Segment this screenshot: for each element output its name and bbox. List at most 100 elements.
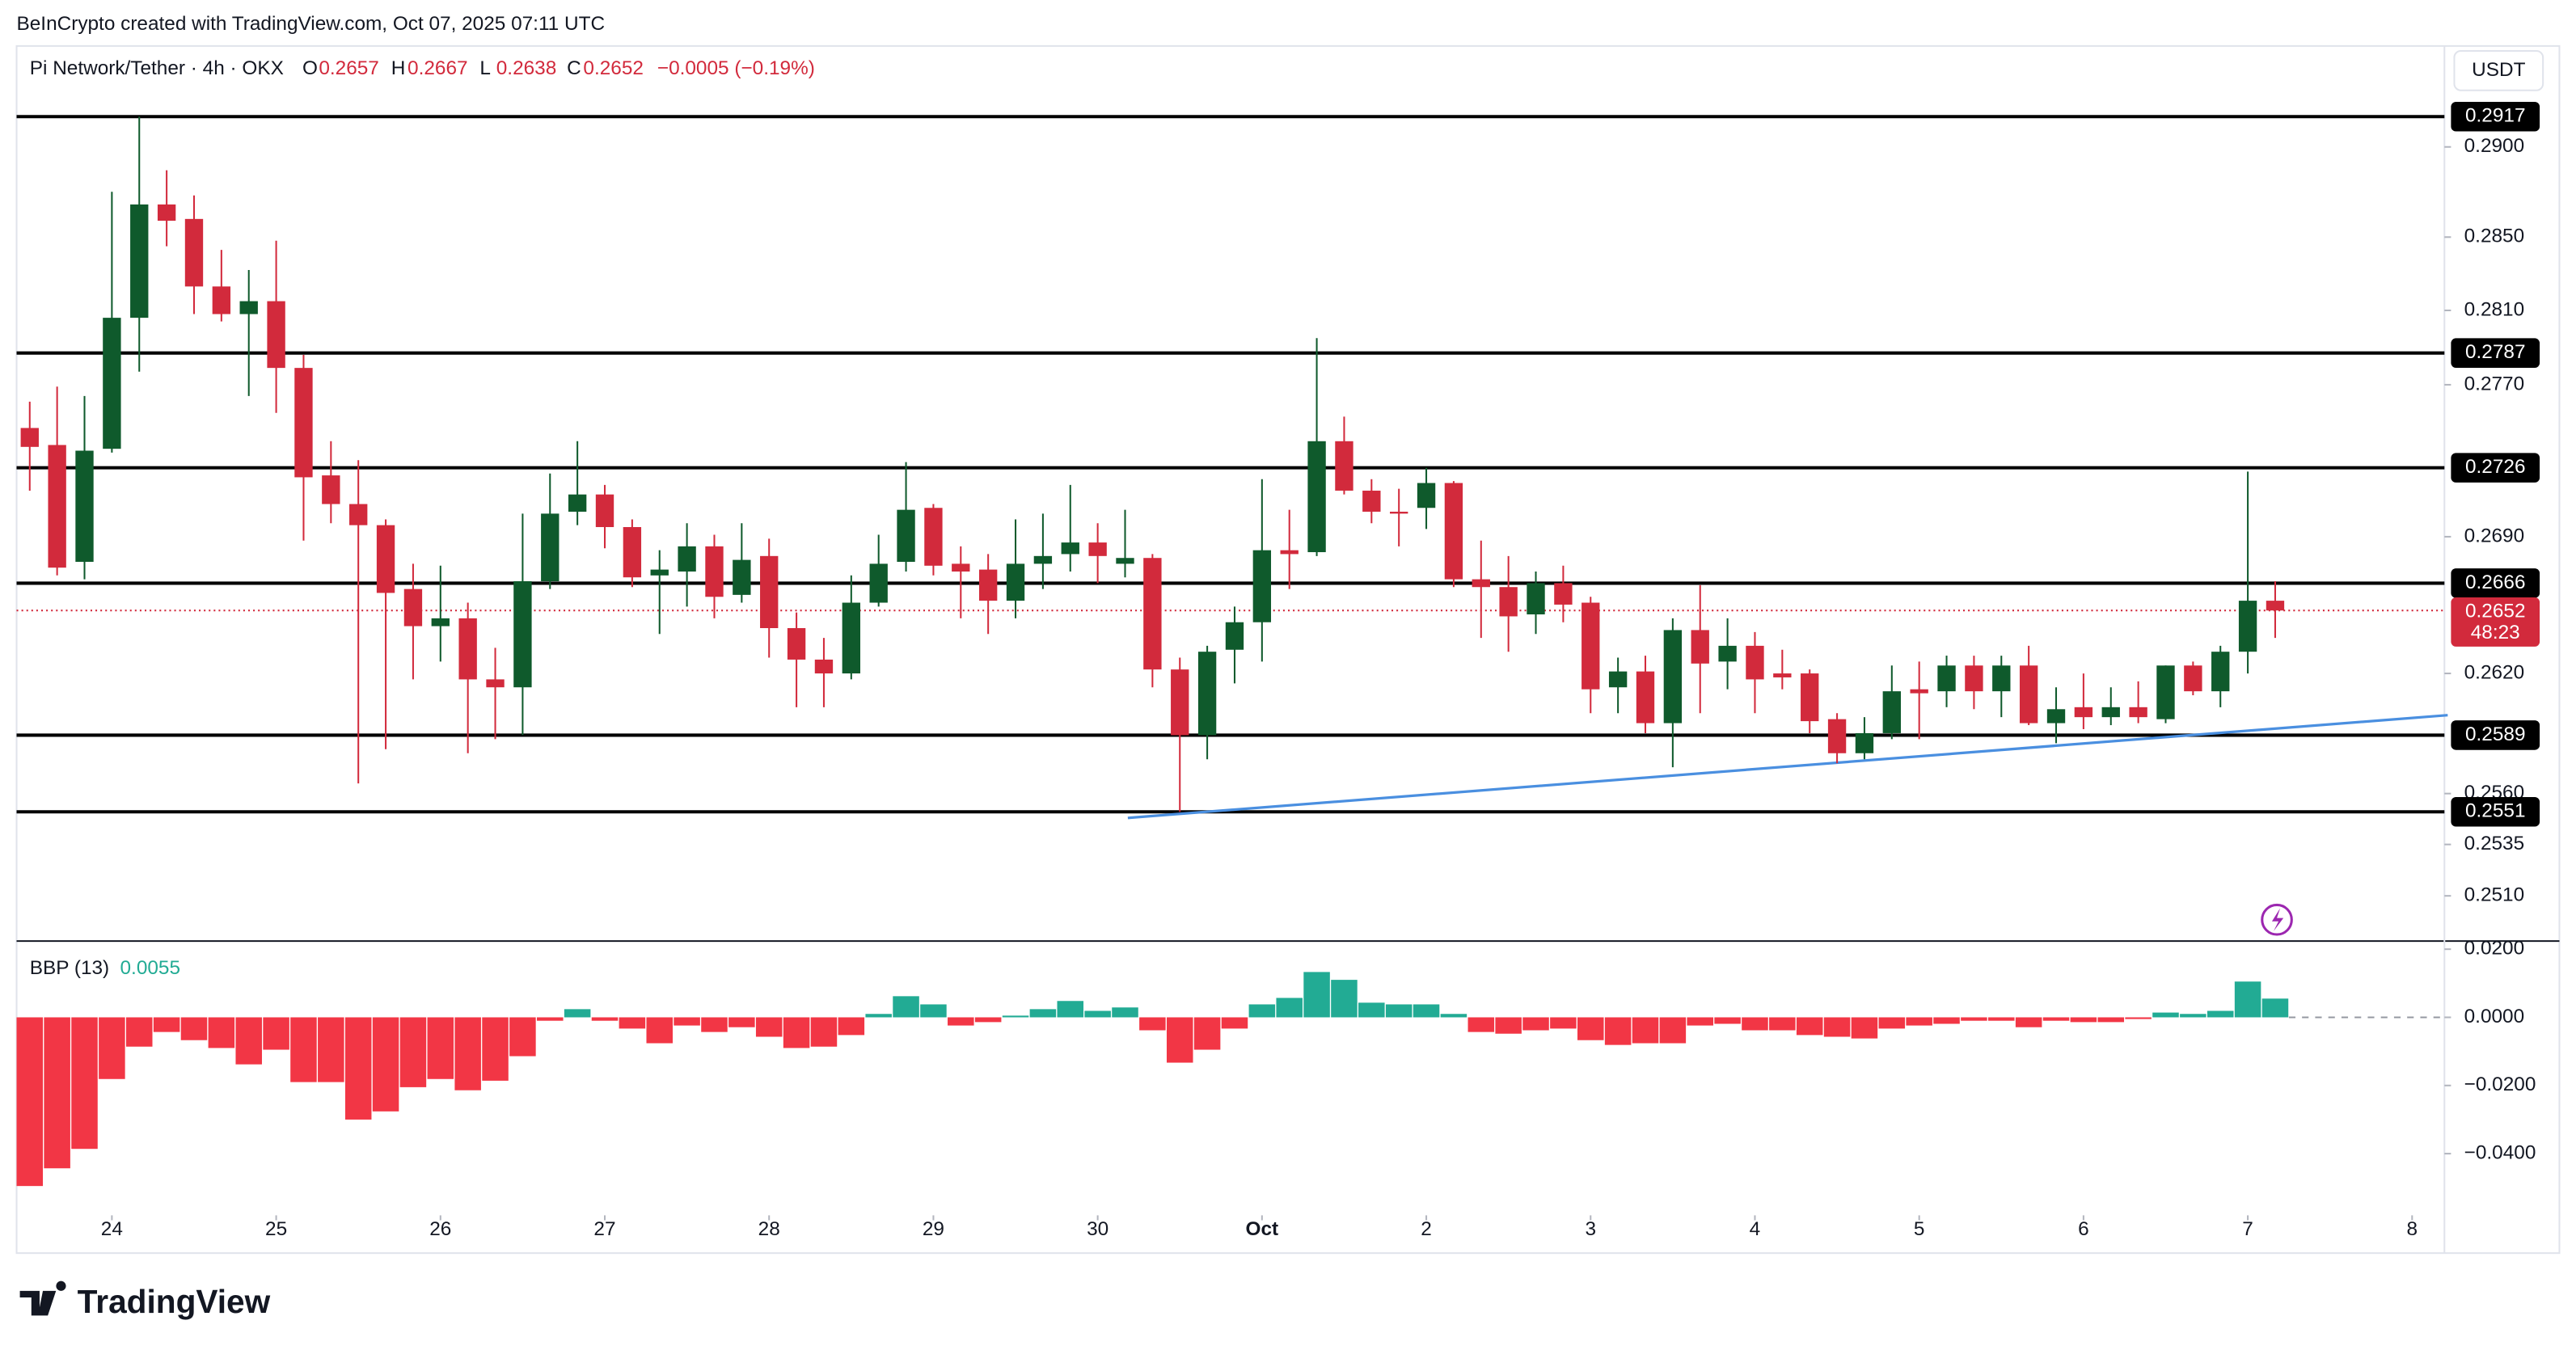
candle-body — [1335, 441, 1353, 491]
level-label-box — [2451, 453, 2540, 483]
candle-body — [1992, 665, 2011, 692]
indicator-bar — [2070, 1017, 2097, 1023]
candle-body — [1827, 719, 1847, 753]
candle-body — [322, 475, 340, 504]
candle-body — [760, 555, 779, 628]
alert-icon[interactable] — [2261, 903, 2293, 936]
indicator-bar — [1303, 972, 1330, 1018]
indicator-bar — [1577, 1017, 1604, 1040]
candle-body — [650, 569, 669, 576]
candle-body — [1527, 583, 1545, 615]
candle-body — [1937, 665, 1956, 692]
indicator-bar — [1029, 1009, 1057, 1018]
level-label-box — [2451, 720, 2540, 750]
candle-body — [403, 589, 423, 626]
indicator-bar — [1659, 1017, 1687, 1044]
candle-body — [705, 546, 724, 597]
y-tick-label: 0.2770 — [2464, 373, 2525, 394]
candle-body — [978, 569, 998, 601]
candle-body — [294, 368, 313, 478]
candle-body — [1225, 622, 1244, 650]
candle-body — [48, 445, 66, 568]
indicator-bar — [344, 1017, 372, 1120]
level-label-box — [2451, 568, 2540, 598]
indicator-bar — [619, 1017, 646, 1029]
x-tick-label: 28 — [758, 1218, 780, 1240]
unit-button[interactable] — [2453, 49, 2544, 91]
indicator-bar — [1331, 980, 1358, 1018]
candle-body — [184, 218, 204, 287]
candle-body — [1197, 652, 1217, 736]
x-tick-label: 26 — [429, 1218, 451, 1240]
candle-body — [1006, 563, 1025, 601]
indicator-bar — [2261, 998, 2289, 1018]
candle-body — [431, 618, 450, 626]
indicator-tick-label: 0.0000 — [2464, 1006, 2525, 1027]
indicator-tick-label: −0.0200 — [2464, 1074, 2536, 1095]
indicator-bar — [1742, 1017, 1768, 1031]
indicator-bar — [974, 1017, 1002, 1023]
candle-body — [787, 627, 806, 660]
x-tick-label: 24 — [101, 1218, 123, 1240]
indicator-bar — [1112, 1007, 1138, 1018]
candle-body — [1554, 583, 1573, 605]
x-tick-label: 5 — [1914, 1218, 1925, 1240]
candle-body — [1252, 550, 1272, 622]
indicator-bar — [783, 1017, 810, 1048]
x-tick-label: 27 — [593, 1218, 615, 1240]
indicator-bar — [1276, 998, 1303, 1018]
indicator-bar — [948, 1017, 974, 1026]
indicator-bar — [1988, 1017, 2015, 1021]
axis-unit[interactable]: USDT — [2472, 59, 2525, 81]
y-tick-label: 0.2620 — [2464, 662, 2525, 684]
candle-body — [75, 450, 94, 563]
indicator-bar — [44, 1017, 70, 1169]
candle-body — [2156, 665, 2175, 719]
indicator-bar — [1495, 1017, 1522, 1034]
candle-body — [1417, 483, 1436, 508]
candle-body — [595, 494, 614, 528]
indicator-bar — [1522, 1017, 1549, 1031]
candle-body — [952, 563, 970, 572]
indicator-bar — [1084, 1010, 1111, 1018]
candle-body — [103, 318, 121, 449]
level-label-box — [2451, 101, 2540, 132]
indicator-bar — [2234, 981, 2261, 1018]
level-label-box — [2451, 338, 2540, 368]
candle-body — [869, 563, 888, 603]
ohlc-letter: C — [567, 57, 581, 79]
y-tick-label: 0.2690 — [2464, 525, 2525, 546]
indicator-bar — [482, 1017, 509, 1081]
y-tick-label: 0.2510 — [2464, 884, 2525, 906]
indicator-bar — [564, 1009, 591, 1018]
level-label: 0.2589 — [2465, 724, 2526, 745]
candle-body — [1033, 555, 1053, 564]
indicator-bar — [1385, 1004, 1413, 1018]
chart-frame — [15, 44, 2561, 1255]
candle-body — [20, 428, 39, 447]
ohlc-value: 0.2652 — [583, 57, 644, 79]
candle-body — [1362, 490, 1381, 513]
indicator-bar — [537, 1017, 564, 1021]
indicator-bar — [1221, 1017, 1248, 1029]
candle-body — [678, 546, 696, 572]
indicator-tick-label: −0.0400 — [2464, 1142, 2536, 1164]
candle-body — [814, 659, 834, 674]
indicator-bar — [1440, 1014, 1467, 1018]
x-tick-label: 3 — [1585, 1218, 1596, 1240]
candle-body — [1143, 558, 1162, 670]
indicator-bar — [2097, 1017, 2125, 1023]
candle-body — [1499, 587, 1518, 617]
indicator-bar — [1139, 1017, 1166, 1031]
indicator-bar — [1002, 1015, 1029, 1018]
candle-body — [1965, 665, 1983, 692]
x-tick-label: 7 — [2242, 1218, 2253, 1240]
indicator-bar — [290, 1017, 317, 1082]
y-tick-label: 0.2900 — [2464, 135, 2525, 157]
candle-body — [2184, 665, 2202, 692]
indicator-bar — [509, 1017, 536, 1057]
candle-body — [1663, 630, 1683, 724]
candle-body — [1088, 542, 1107, 556]
x-tick-label: 2 — [1421, 1218, 1432, 1240]
